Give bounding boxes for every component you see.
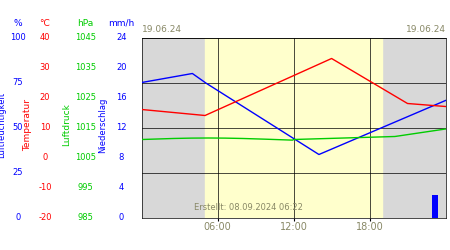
Text: hPa: hPa [77,18,94,28]
Text: 25: 25 [13,168,23,177]
Text: 1015: 1015 [75,123,96,132]
Text: 10: 10 [40,123,50,132]
Text: 40: 40 [40,33,50,42]
Text: 30: 30 [40,63,50,72]
Text: 1035: 1035 [75,63,96,72]
Bar [432,195,434,218]
Text: 100: 100 [10,33,26,42]
Text: 985: 985 [77,213,94,222]
Text: 0: 0 [42,153,48,162]
Text: 75: 75 [13,78,23,87]
Text: 24: 24 [116,33,127,42]
Text: 4: 4 [119,183,124,192]
Text: 19.06.24: 19.06.24 [405,25,446,34]
Text: Temperatur: Temperatur [23,99,32,151]
Text: Luftdruck: Luftdruck [62,104,71,146]
Text: Niederschlag: Niederschlag [98,97,107,153]
Text: 0: 0 [15,213,21,222]
Bar [433,195,435,218]
Text: 50: 50 [13,123,23,132]
Text: 1045: 1045 [75,33,96,42]
Text: 16: 16 [116,93,127,102]
Text: 20: 20 [116,63,127,72]
Text: 8: 8 [119,153,124,162]
Bar [205,38,382,218]
Text: -10: -10 [38,183,52,192]
Text: 19.06.24: 19.06.24 [142,25,182,34]
Text: °C: °C [40,18,50,28]
Text: %: % [14,18,22,28]
Text: 0: 0 [119,213,124,222]
Text: 1025: 1025 [75,93,96,102]
Text: 1005: 1005 [75,153,96,162]
Bar [436,195,438,218]
Text: Luftfeuchtigkeit: Luftfeuchtigkeit [0,92,6,158]
Text: 995: 995 [77,183,94,192]
Text: mm/h: mm/h [108,18,135,28]
Text: 20: 20 [40,93,50,102]
Text: -20: -20 [38,213,52,222]
Text: Erstellt: 08.09.2024 06:22: Erstellt: 08.09.2024 06:22 [194,203,302,212]
Bar [434,195,436,218]
Bar [435,195,437,218]
Text: 12: 12 [116,123,127,132]
